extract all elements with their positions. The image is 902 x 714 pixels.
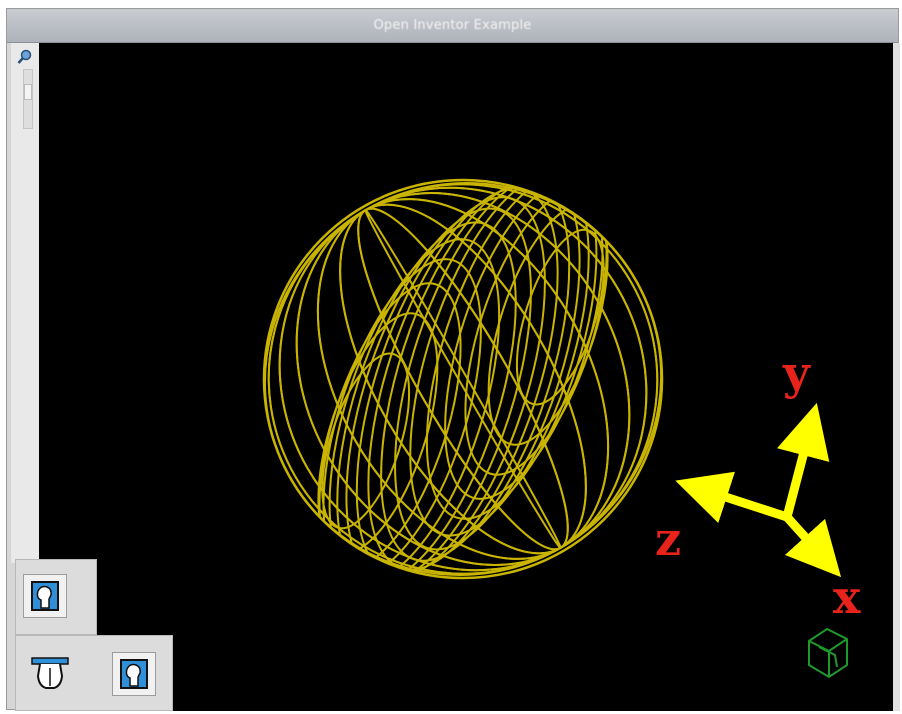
- sphere-meridian: [278, 186, 648, 572]
- x-axis-label: x: [833, 570, 861, 624]
- sphere-ring: [345, 207, 532, 578]
- vertical-scrollbar[interactable]: [23, 69, 33, 129]
- sphere-meridian: [267, 183, 659, 575]
- pick-mode-icon: [31, 657, 69, 689]
- tool-panel-bottom: [15, 635, 173, 711]
- z-axis-label: z: [655, 512, 681, 566]
- left-sidebar: [11, 43, 40, 563]
- y-axis-label: y: [782, 346, 811, 400]
- pick-mode-button[interactable]: [28, 652, 72, 696]
- 3d-viewport[interactable]: y z x: [39, 43, 893, 711]
- sphere-ring: [328, 238, 501, 578]
- select-mode-icon: [120, 659, 148, 689]
- title-bar[interactable]: Open Inventor Example: [7, 9, 898, 43]
- view-mode-icon: [31, 581, 59, 611]
- sphere-ring: [394, 180, 581, 551]
- sphere-meridian: [278, 186, 648, 572]
- sphere-meridian: [264, 181, 662, 577]
- sphere-outline: [262, 178, 664, 580]
- sphere-ring: [367, 187, 559, 571]
- select-mode-button[interactable]: [112, 652, 156, 696]
- axis-triad: y z x: [655, 346, 861, 624]
- x-axis-arrow: [783, 513, 842, 578]
- wireframe-sphere: [264, 180, 662, 578]
- y-axis-arrow: [777, 402, 830, 519]
- sphere-meridian: [295, 192, 631, 566]
- z-axis-arrow: [675, 471, 789, 524]
- sphere-meridian: [267, 183, 659, 575]
- tool-panel-top: [15, 559, 97, 635]
- view-mode-button[interactable]: [23, 574, 67, 618]
- viewer-window: Open Inventor Example: [6, 8, 900, 711]
- scene-canvas[interactable]: y z x: [39, 43, 893, 711]
- window-title: Open Inventor Example: [373, 18, 532, 33]
- navigation-cube-icon[interactable]: [808, 627, 848, 679]
- magnifier-icon[interactable]: [17, 49, 33, 65]
- scrollbar-thumb[interactable]: [24, 84, 32, 100]
- right-border: [893, 43, 900, 711]
